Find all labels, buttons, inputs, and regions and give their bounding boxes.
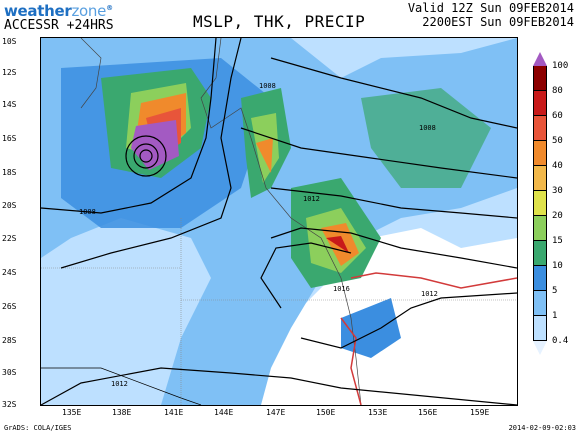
logo-zone-text: zone [71,2,107,20]
legend-swatch [533,291,547,316]
valid-time-utc: Valid 12Z Sun 09FEB2014 [407,1,574,15]
legend-swatch [533,141,547,166]
legend-label: 0.4 [552,336,569,346]
lat-label: 28S [2,336,17,345]
lon-label: 135E [62,408,82,417]
pressure-label: 1012 [303,195,320,203]
pressure-label: 1008 [79,208,96,216]
timestamp-text: 2014-02-09-02:03 [508,424,576,432]
legend-swatches [533,66,547,341]
pressure-label: 1012 [421,290,438,298]
lat-label: 14S [2,100,17,109]
logo-registered-mark: ® [106,4,113,12]
credit-text: GrADS: COLA/IGES [4,424,72,432]
legend-swatch-bottom [533,341,547,355]
legend-swatch [533,116,547,141]
legend-swatch [533,266,547,291]
legend-label: 60 [552,111,563,121]
forecast-map: 1008 1008 1008 1012 1016 1012 1012 [40,37,518,406]
lat-label: 20S [2,201,17,210]
pressure-label: 1016 [333,285,350,293]
model-run-label: ACCESSR +24HRS [4,18,114,33]
legend-swatch [533,166,547,191]
lat-label: 18S [2,168,17,177]
lat-label: 32S [2,400,17,409]
legend-swatch [533,191,547,216]
legend-label: 40 [552,161,563,171]
legend-label: 10 [552,261,563,271]
legend-swatch [533,241,547,266]
lat-label: 10S [2,37,17,46]
chart-title: MSLP, THK, PRECIP [193,12,366,31]
map-canvas: 1008 1008 1008 1012 1016 1012 1012 [41,38,517,405]
valid-time: Valid 12Z Sun 09FEB2014 2200EST Sun 09FE… [408,1,574,29]
lat-label: 12S [2,68,17,77]
pressure-label: 1012 [111,380,128,388]
lon-label: 138E [112,408,132,417]
precip-legend [533,52,547,355]
valid-time-local: 2200EST Sun 09FEB2014 [422,15,574,29]
lon-label: 150E [316,408,336,417]
lon-label: 144E [214,408,234,417]
lat-label: 26S [2,302,17,311]
lon-label: 159E [470,408,490,417]
lon-label: 141E [164,408,184,417]
legend-swatch [533,316,547,341]
lat-label: 30S [2,368,17,377]
legend-label: 5 [552,286,558,296]
lon-label: 156E [418,408,438,417]
legend-swatch [533,66,547,91]
legend-label: 50 [552,136,563,146]
legend-swatch [533,216,547,241]
legend-label: 15 [552,236,563,246]
legend-swatch-top [533,52,547,66]
weatherzone-logo: weatherzone® [4,2,113,20]
lat-label: 16S [2,134,17,143]
lon-label: 153E [368,408,388,417]
pressure-label: 1008 [419,124,436,132]
legend-label: 80 [552,86,563,96]
legend-swatch [533,91,547,116]
legend-label: 20 [552,211,563,221]
pressure-label: 1008 [259,82,276,90]
lat-label: 24S [2,268,17,277]
logo-text: weather [4,2,72,20]
legend-label: 100 [552,61,569,71]
lon-label: 147E [266,408,286,417]
lat-label: 22S [2,234,17,243]
legend-label: 30 [552,186,563,196]
legend-label: 1 [552,311,558,321]
